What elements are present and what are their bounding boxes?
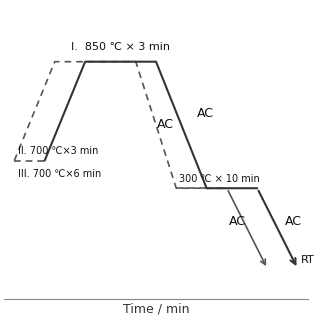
Text: III. 700 ℃×6 min: III. 700 ℃×6 min: [18, 169, 101, 179]
Text: I.  850 ℃ × 3 min: I. 850 ℃ × 3 min: [71, 43, 170, 52]
Text: II. 700 ℃×3 min: II. 700 ℃×3 min: [18, 146, 99, 156]
Text: AC: AC: [228, 215, 245, 228]
Text: AC: AC: [285, 215, 302, 228]
Text: AC: AC: [156, 118, 174, 132]
X-axis label: Time / min: Time / min: [123, 303, 189, 316]
Text: RT: RT: [301, 255, 315, 265]
Text: AC: AC: [197, 107, 214, 120]
Text: 300 ℃ × 10 min: 300 ℃ × 10 min: [179, 174, 260, 184]
